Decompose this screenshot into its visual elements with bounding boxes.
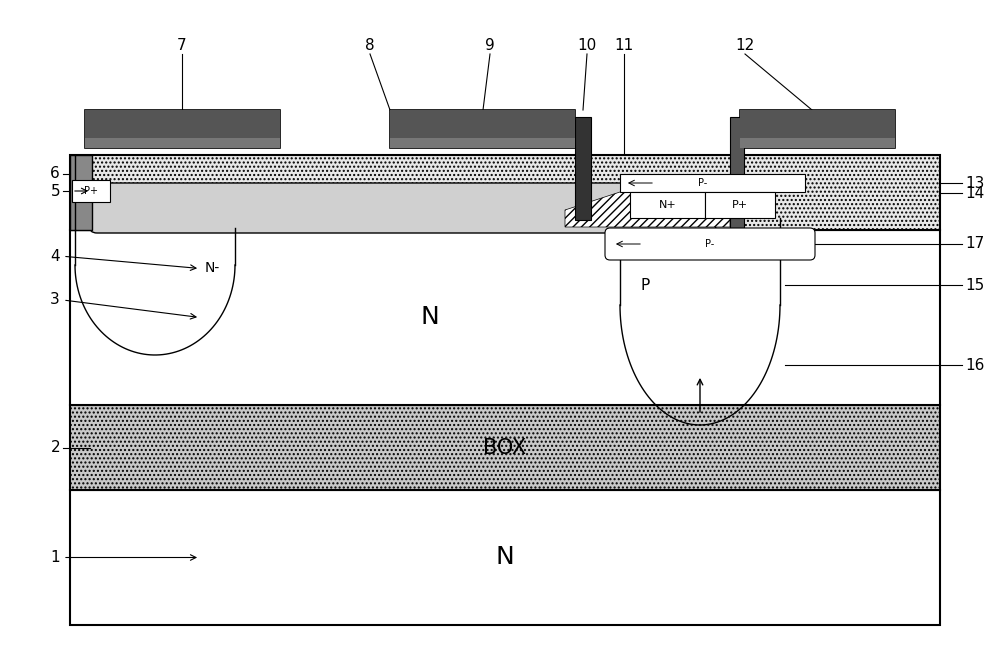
Text: N: N [421,306,439,330]
Text: 13: 13 [965,176,984,190]
Text: N+: N+ [659,200,676,210]
Bar [390,110,575,148]
Bar [85,138,280,148]
FancyBboxPatch shape [605,228,815,260]
Bar [740,138,895,148]
Bar [70,230,940,405]
Bar [730,117,744,230]
Text: N-: N- [205,262,220,276]
Text: P: P [640,278,650,292]
Text: 8: 8 [365,39,375,53]
FancyBboxPatch shape [89,183,716,233]
Bar [620,174,805,192]
Text: 1: 1 [50,550,60,565]
Bar [72,180,110,202]
Bar [70,490,940,625]
Bar [630,192,705,218]
Text: P+: P+ [84,186,98,196]
Bar [390,110,575,138]
Bar [740,110,895,148]
Text: 10: 10 [577,39,597,53]
Bar [70,405,940,490]
Text: 11: 11 [614,39,634,53]
Text: 2: 2 [50,440,60,455]
Text: 15: 15 [965,278,984,292]
Text: 5: 5 [50,184,60,198]
Bar [705,192,775,218]
Text: 4: 4 [50,248,60,264]
Text: 9: 9 [485,39,495,53]
Text: P+: P+ [732,200,748,210]
Text: 12: 12 [735,39,755,53]
Bar [575,117,591,220]
Text: P-: P- [698,178,707,188]
Bar [85,110,280,138]
Bar [85,110,280,148]
Text: 14: 14 [965,186,984,200]
Text: 6: 6 [50,166,60,181]
Text: BOX: BOX [483,438,527,458]
Text: 17: 17 [965,236,984,252]
Text: N: N [496,545,514,569]
Text: 7: 7 [177,39,187,53]
Text: 16: 16 [965,358,984,372]
Text: 3: 3 [50,292,60,308]
Bar [740,110,895,138]
Bar [70,155,940,230]
Polygon shape [565,192,730,227]
Text: P-: P- [705,239,715,249]
Bar [70,155,92,230]
Bar [390,138,575,148]
